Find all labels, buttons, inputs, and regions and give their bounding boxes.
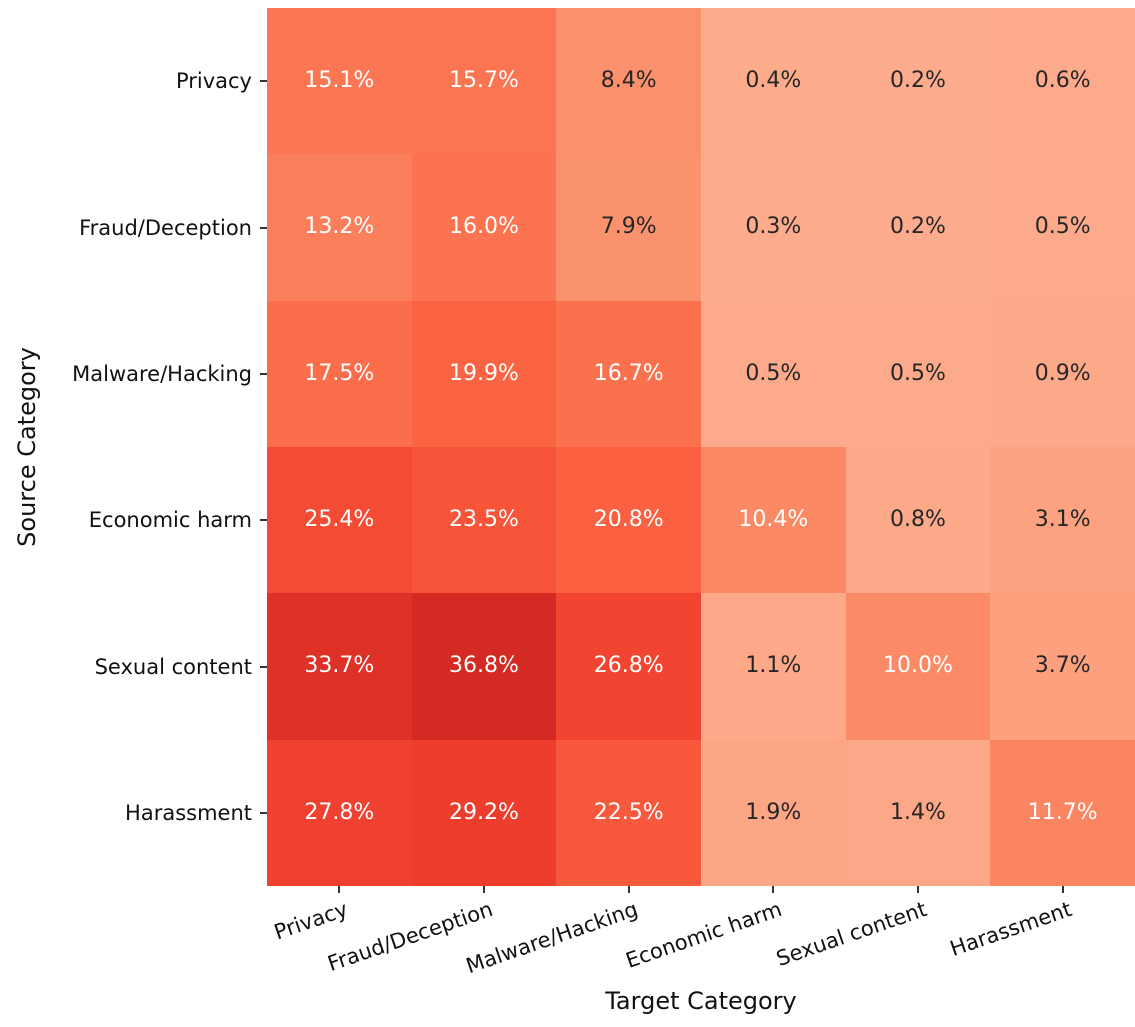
heatmap-cell: 0.6% [990, 8, 1135, 155]
y-tick-label: Sexual content [94, 654, 252, 679]
cell-value: 33.7% [304, 653, 375, 679]
y-tick-label: Privacy [175, 69, 252, 94]
x-axis-tick [483, 886, 485, 893]
cell-value: 22.5% [593, 799, 664, 825]
heatmap-cell: 22.5% [556, 739, 701, 886]
heatmap-cell: 7.9% [556, 154, 701, 301]
x-tick-label: Sexual content [773, 897, 930, 971]
cell-value: 15.7% [449, 68, 519, 94]
heatmap-plot-area: 15.1% 15.7% 8.4% 0.4% 0.2% 0.6% 13.2% 16.0% 7.9%… [267, 8, 1135, 886]
y-tick-label: Malware/Hacking [72, 361, 252, 386]
cell-value: 11.7% [1027, 799, 1098, 825]
cell-value: 0.2% [890, 68, 946, 94]
heatmap-cell: 19.9% [411, 300, 557, 447]
cell-value: 16.7% [593, 360, 664, 386]
cell-value: 16.0% [449, 214, 519, 240]
cell-value: 10.0% [883, 653, 953, 679]
x-axis-tick [917, 886, 919, 893]
heatmap-cell: 3.7% [990, 593, 1135, 740]
x-axis-title: Target Category [605, 987, 797, 1015]
heatmap-cell: 26.8% [556, 593, 701, 740]
y-axis-tick [260, 226, 267, 229]
heatmap-cell: 0.3% [701, 154, 846, 301]
x-axis-tick [627, 886, 630, 893]
x-tick-label: Economic harm [622, 897, 786, 973]
heatmap-cell: 1.9% [701, 739, 846, 886]
cell-value: 1.9% [745, 799, 802, 825]
cell-value: 1.4% [890, 799, 946, 825]
heatmap-cell: 23.5% [411, 446, 557, 594]
cell-value: 19.9% [449, 360, 519, 386]
heatmap-cell: 10.4% [701, 446, 846, 594]
cell-value: 0.6% [1034, 68, 1091, 94]
heatmap-cell: 0.5% [701, 300, 846, 447]
heatmap-cell: 3.1% [990, 446, 1135, 594]
heatmap-cell: 33.7% [267, 593, 412, 740]
heatmap-cell: 13.2% [267, 154, 412, 301]
cell-value: 0.8% [890, 507, 946, 533]
heatmap-cell: 20.8% [556, 446, 701, 594]
cell-value: 7.9% [600, 214, 657, 240]
heatmap-cell: 0.5% [845, 300, 991, 447]
cell-value: 10.4% [738, 507, 809, 533]
cell-value: 23.5% [449, 507, 519, 533]
heatmap-cell: 0.5% [990, 154, 1135, 301]
cell-value: 17.5% [304, 360, 375, 386]
heatmap-cell: 8.4% [556, 8, 701, 155]
heatmap-cell: 27.8% [267, 739, 412, 886]
cell-value: 27.8% [304, 799, 375, 825]
cell-value: 20.8% [593, 507, 664, 533]
cell-value: 8.4% [600, 68, 657, 94]
cell-value: 15.1% [304, 68, 375, 94]
cell-value: 13.2% [304, 214, 375, 240]
heatmap-cell: 25.4% [267, 446, 412, 594]
y-axis-tick [260, 519, 267, 522]
heatmap-cell: 16.7% [556, 300, 701, 447]
y-axis-tick [260, 811, 267, 814]
cell-value: 0.3% [745, 214, 802, 240]
heatmap-cell: 0.8% [845, 446, 991, 594]
x-tick-label: Privacy [271, 897, 352, 945]
y-axis-tick [260, 372, 267, 375]
cell-value: 3.7% [1034, 653, 1091, 679]
heatmap-cell: 10.0% [845, 593, 991, 740]
x-axis-tick [1061, 886, 1064, 893]
heatmap-cell: 29.2% [411, 739, 557, 886]
cell-value: 3.1% [1034, 507, 1091, 533]
x-tick-label: Harassment [946, 897, 1075, 962]
x-axis-tick [772, 886, 775, 893]
heatmap-cell: 1.4% [845, 739, 991, 886]
cell-value: 36.8% [449, 653, 519, 679]
x-axis-tick [338, 886, 341, 893]
cell-value: 0.9% [1034, 360, 1091, 386]
cell-value: 0.4% [745, 68, 802, 94]
cell-value: 0.5% [890, 360, 946, 386]
cell-value: 0.2% [890, 214, 946, 240]
heatmap-cell: 16.0% [411, 154, 557, 301]
cell-value: 29.2% [449, 799, 519, 825]
cell-value: 25.4% [304, 507, 375, 533]
heatmap-cell: 36.8% [411, 593, 557, 740]
heatmap-cell: 15.7% [411, 8, 557, 155]
y-axis-tick [260, 665, 267, 668]
cell-value: 0.5% [745, 360, 802, 386]
heatmap-cell: 17.5% [267, 300, 412, 447]
heatmap-cell: 1.1% [701, 593, 846, 740]
heatmap-cell: 11.7% [990, 739, 1135, 886]
cell-value: 0.5% [1034, 214, 1091, 240]
heatmap-cell: 15.1% [267, 8, 412, 155]
cell-value: 1.1% [745, 653, 802, 679]
heatmap-cell: 0.9% [990, 300, 1135, 447]
y-tick-label: Harassment [125, 800, 252, 825]
heatmap-cell: 0.2% [845, 8, 991, 155]
cell-value: 26.8% [593, 653, 664, 679]
y-axis-tick [260, 80, 267, 83]
y-tick-label: Fraud/Deception [79, 215, 252, 240]
heatmap-cell: 0.4% [701, 8, 846, 155]
heatmap-cell: 0.2% [845, 154, 991, 301]
y-tick-label: Economic harm [88, 508, 252, 533]
